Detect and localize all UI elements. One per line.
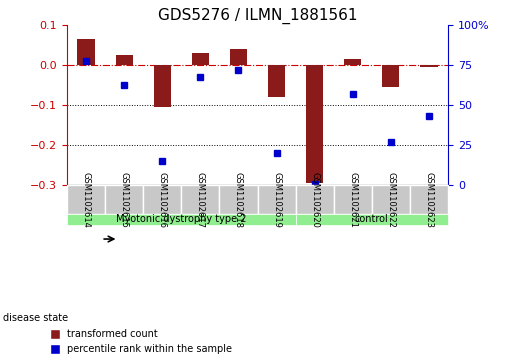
FancyBboxPatch shape bbox=[105, 185, 143, 214]
FancyBboxPatch shape bbox=[67, 214, 296, 225]
FancyBboxPatch shape bbox=[372, 185, 410, 214]
Text: GSM1102619: GSM1102619 bbox=[272, 172, 281, 228]
Text: GSM1102616: GSM1102616 bbox=[158, 171, 167, 228]
Text: GSM1102618: GSM1102618 bbox=[234, 171, 243, 228]
Bar bbox=[382, 65, 400, 87]
Text: GSM1102623: GSM1102623 bbox=[424, 171, 434, 228]
Bar bbox=[115, 55, 133, 65]
FancyBboxPatch shape bbox=[143, 185, 181, 214]
Text: GSM1102614: GSM1102614 bbox=[81, 172, 91, 228]
Text: GSM1102622: GSM1102622 bbox=[386, 172, 396, 228]
Legend: transformed count, percentile rank within the sample: transformed count, percentile rank withi… bbox=[46, 326, 236, 358]
FancyBboxPatch shape bbox=[67, 185, 105, 214]
Text: GSM1102620: GSM1102620 bbox=[310, 172, 319, 228]
FancyBboxPatch shape bbox=[296, 214, 448, 225]
FancyBboxPatch shape bbox=[181, 185, 219, 214]
Text: Myotonic dystrophy type 2: Myotonic dystrophy type 2 bbox=[116, 215, 247, 224]
Text: GSM1102617: GSM1102617 bbox=[196, 171, 205, 228]
Bar bbox=[306, 65, 323, 183]
Text: GSM1102615: GSM1102615 bbox=[119, 172, 129, 228]
Bar bbox=[77, 39, 95, 65]
FancyBboxPatch shape bbox=[258, 185, 296, 214]
Text: control: control bbox=[355, 215, 389, 224]
FancyBboxPatch shape bbox=[296, 185, 334, 214]
Bar bbox=[344, 59, 362, 65]
FancyBboxPatch shape bbox=[410, 185, 448, 214]
Text: disease state: disease state bbox=[3, 313, 67, 323]
Bar bbox=[420, 65, 438, 68]
Title: GDS5276 / ILMN_1881561: GDS5276 / ILMN_1881561 bbox=[158, 8, 357, 24]
FancyBboxPatch shape bbox=[219, 185, 258, 214]
FancyBboxPatch shape bbox=[334, 185, 372, 214]
Bar bbox=[230, 49, 247, 65]
Bar bbox=[192, 53, 209, 65]
Text: GSM1102621: GSM1102621 bbox=[348, 172, 357, 228]
Bar bbox=[153, 65, 171, 107]
Bar bbox=[268, 65, 285, 97]
